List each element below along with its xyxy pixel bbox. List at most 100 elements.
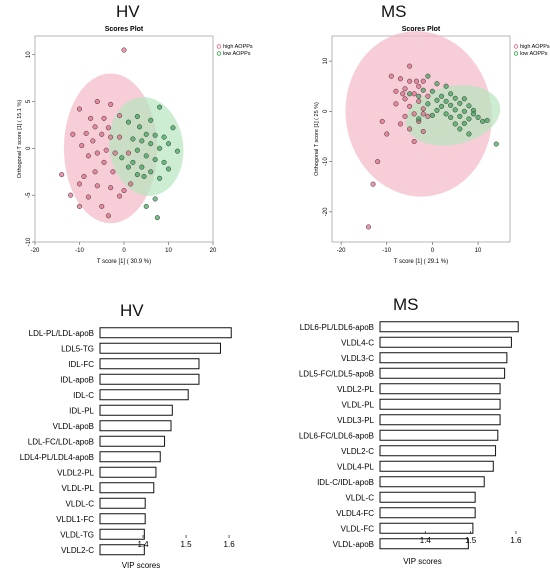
high-aopps-point (420, 111, 426, 117)
vip-category-label: VLDL1-FC (56, 515, 94, 524)
low-aopps-point (154, 215, 160, 221)
high-aopps-point (94, 150, 100, 156)
x-axis-label: T score [1] ( 29.1 %) (394, 259, 448, 265)
low-aopps-confidence-ellipse (405, 85, 501, 146)
low-aopps-point (134, 147, 140, 153)
high-aopps-point (370, 181, 376, 187)
x-tick-label: 0 (431, 248, 435, 254)
vip-category-label: IDL-PL (69, 406, 94, 415)
vip-category-label: VLDL-FC (341, 524, 375, 533)
low-aopps-point (461, 96, 467, 102)
vip-category-label: LDL5-FC/LDL5-apoB (299, 369, 374, 378)
high-aopps-point (125, 150, 131, 156)
high-aopps-point (413, 78, 419, 84)
high-aopps-point (117, 134, 123, 140)
vip-bar (99, 358, 200, 370)
low-aopps-point (141, 173, 147, 180)
high-aopps-point (110, 169, 116, 175)
low-aopps-point (125, 164, 131, 170)
high-aopps-point (393, 88, 399, 94)
legend-marker (216, 51, 222, 56)
vip-bar (99, 544, 145, 556)
high-aopps-point (379, 118, 385, 124)
high-aopps-point (416, 98, 422, 104)
high-aopps-point (76, 106, 83, 112)
vip-category-label: VLDL-apoB (53, 422, 94, 431)
ms-vip-title: MS (393, 295, 419, 314)
low-aopps-point (429, 88, 435, 94)
ms-panel-title: MS (381, 2, 407, 21)
y-axis-label: Orthogonal T score [1] ( 25 %) (314, 102, 320, 176)
legend-entry: high AOPPs (223, 44, 253, 50)
high-aopps-point (420, 106, 426, 112)
y-tick-label: 0 (26, 146, 32, 150)
high-aopps-point (420, 78, 426, 84)
hv-panel-title: HV (116, 2, 140, 21)
vip-bar (379, 460, 494, 472)
x-tick-label: -20 (337, 248, 346, 254)
vip-bar (99, 435, 166, 447)
vip-bar (99, 528, 145, 540)
low-aopps-point (134, 172, 140, 178)
legend-marker (513, 44, 519, 49)
high-aopps-point (85, 194, 91, 200)
low-aopps-point (457, 113, 463, 119)
x-tick-label: 1.5 (465, 536, 477, 545)
high-aopps-point (388, 73, 394, 79)
high-aopps-point (365, 224, 372, 230)
x-tick-label: 1.4 (137, 540, 149, 549)
low-aopps-point (125, 119, 131, 125)
vip-category-label: LDL6-FC/LDL6-apoB (299, 431, 374, 440)
low-aopps-point (466, 116, 472, 122)
vip-bar (99, 451, 161, 463)
low-aopps-point (452, 121, 458, 127)
high-aopps-point (407, 103, 413, 109)
vip-category-label: LDL4-PL/LDL4-apoB (20, 453, 94, 462)
high-aopps-point (121, 47, 127, 53)
low-aopps-point (134, 113, 140, 120)
vip-category-label: IDL-C (73, 391, 94, 400)
vip-category-label: VLDL2-PL (57, 468, 94, 477)
low-aopps-point (461, 108, 467, 114)
high-aopps-point (411, 91, 417, 97)
high-aopps-point (402, 113, 408, 119)
ms-vip-chart: LDL6-PL/LDL6-apoB VLDL4-C VLDL3-C LDL5-FC/L… (299, 321, 522, 566)
high-aopps-point (416, 83, 422, 89)
high-aopps-point (101, 115, 107, 121)
low-aopps-point (130, 136, 136, 142)
vip-category-label: VLDL-PL (342, 400, 375, 409)
hv-scores-plot: Scores Plot -20 -10 0 10 20 -10 -5 0 5 10 T score [… (17, 26, 253, 265)
vip-bar (99, 327, 232, 339)
vip-category-label: IDL-FC (68, 360, 94, 369)
high-aopps-point (103, 147, 109, 153)
low-aopps-point (425, 101, 431, 107)
low-aopps-point (434, 97, 440, 103)
x-tick-label: 20 (210, 248, 217, 254)
vip-category-label: VLDL-apoB (333, 540, 374, 549)
low-aopps-point (130, 159, 136, 165)
vip-category-label: VLDL4-C (341, 338, 374, 347)
legend-entry: low AOPPs (223, 51, 251, 57)
high-aopps-point (108, 185, 114, 191)
low-aopps-point (457, 100, 463, 106)
x-tick-label: -20 (31, 248, 40, 254)
low-aopps-point (157, 104, 163, 110)
low-aopps-point (434, 107, 440, 113)
vip-bar (99, 513, 146, 525)
high-aopps-point (105, 213, 111, 219)
high-aopps-point (402, 96, 408, 102)
vip-bar (379, 352, 508, 364)
legend-entry: low AOPPs (520, 51, 548, 57)
vip-bar (379, 538, 469, 550)
scores-plot-title: Scores Plot (402, 26, 441, 33)
low-aopps-point (452, 107, 458, 113)
vip-bar (379, 383, 501, 395)
high-aopps-point (108, 101, 114, 107)
vip-bar (379, 491, 476, 503)
low-aopps-point (161, 159, 167, 165)
y-tick-label: -10 (323, 157, 329, 166)
low-aopps-point (470, 111, 477, 117)
x-axis-label: VIP scores (122, 561, 161, 570)
vip-category-label: LDL-FC/LDL-apoB (28, 437, 94, 446)
high-aopps-point (83, 130, 89, 136)
